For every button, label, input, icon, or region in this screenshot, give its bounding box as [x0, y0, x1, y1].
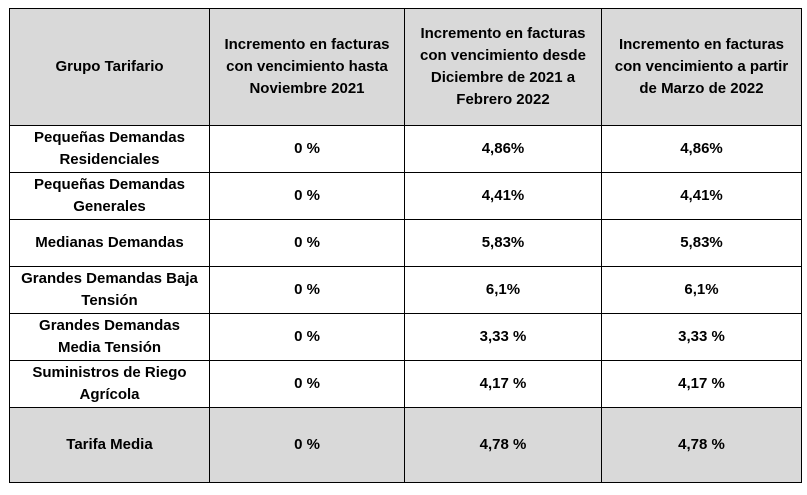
row-value-nov-2021: 0 % — [209, 313, 405, 361]
row-group-name: Grandes Demandas Baja Tensión — [9, 266, 210, 314]
row-value-marzo-2022: 6,1% — [601, 266, 802, 314]
table-row: Grandes Demandas Baja Tensión 0 % 6,1% 6… — [9, 266, 802, 314]
row-value-nov-2021: 0 % — [209, 125, 405, 173]
row-value-marzo-2022: 3,33 % — [601, 313, 802, 361]
header-diciembre-2021-a-febrero-2022: Incremento en facturas con vencimiento d… — [404, 8, 602, 126]
tariff-increase-table: Grupo Tarifario Incremento en facturas c… — [9, 8, 802, 483]
total-value-marzo-2022: 4,78 % — [601, 407, 802, 483]
total-value-nov-2021: 0 % — [209, 407, 405, 483]
row-group-name: Grandes Demandas Media Tensión — [9, 313, 210, 361]
row-value-nov-2021: 0 % — [209, 172, 405, 220]
row-group-name: Suministros de Riego Agrícola — [9, 360, 210, 408]
row-value-nov-2021: 0 % — [209, 266, 405, 314]
row-value-dic-feb: 6,1% — [404, 266, 602, 314]
total-row: Tarifa Media 0 % 4,78 % 4,78 % — [9, 407, 802, 483]
header-hasta-noviembre-2021: Incremento en facturas con vencimiento h… — [209, 8, 405, 126]
row-value-nov-2021: 0 % — [209, 219, 405, 267]
table-row: Medianas Demandas 0 % 5,83% 5,83% — [9, 219, 802, 267]
table-row: Pequeñas Demandas Residenciales 0 % 4,86… — [9, 125, 802, 173]
table-row: Suministros de Riego Agrícola 0 % 4,17 %… — [9, 360, 802, 408]
row-value-marzo-2022: 5,83% — [601, 219, 802, 267]
row-group-name: Pequeñas Demandas Residenciales — [9, 125, 210, 173]
row-value-dic-feb: 5,83% — [404, 219, 602, 267]
table-row: Pequeñas Demandas Generales 0 % 4,41% 4,… — [9, 172, 802, 220]
row-value-nov-2021: 0 % — [209, 360, 405, 408]
row-value-dic-feb: 4,41% — [404, 172, 602, 220]
row-value-marzo-2022: 4,17 % — [601, 360, 802, 408]
header-a-partir-marzo-2022: Incremento en facturas con vencimiento a… — [601, 8, 802, 126]
row-value-dic-feb: 3,33 % — [404, 313, 602, 361]
total-label: Tarifa Media — [9, 407, 210, 483]
header-row: Grupo Tarifario Incremento en facturas c… — [9, 8, 802, 126]
row-group-name: Medianas Demandas — [9, 219, 210, 267]
table-row: Grandes Demandas Media Tensión 0 % 3,33 … — [9, 313, 802, 361]
row-value-dic-feb: 4,86% — [404, 125, 602, 173]
total-value-dic-feb: 4,78 % — [404, 407, 602, 483]
row-group-name: Pequeñas Demandas Generales — [9, 172, 210, 220]
row-value-marzo-2022: 4,41% — [601, 172, 802, 220]
row-value-marzo-2022: 4,86% — [601, 125, 802, 173]
header-grupo-tarifario: Grupo Tarifario — [9, 8, 210, 126]
row-value-dic-feb: 4,17 % — [404, 360, 602, 408]
